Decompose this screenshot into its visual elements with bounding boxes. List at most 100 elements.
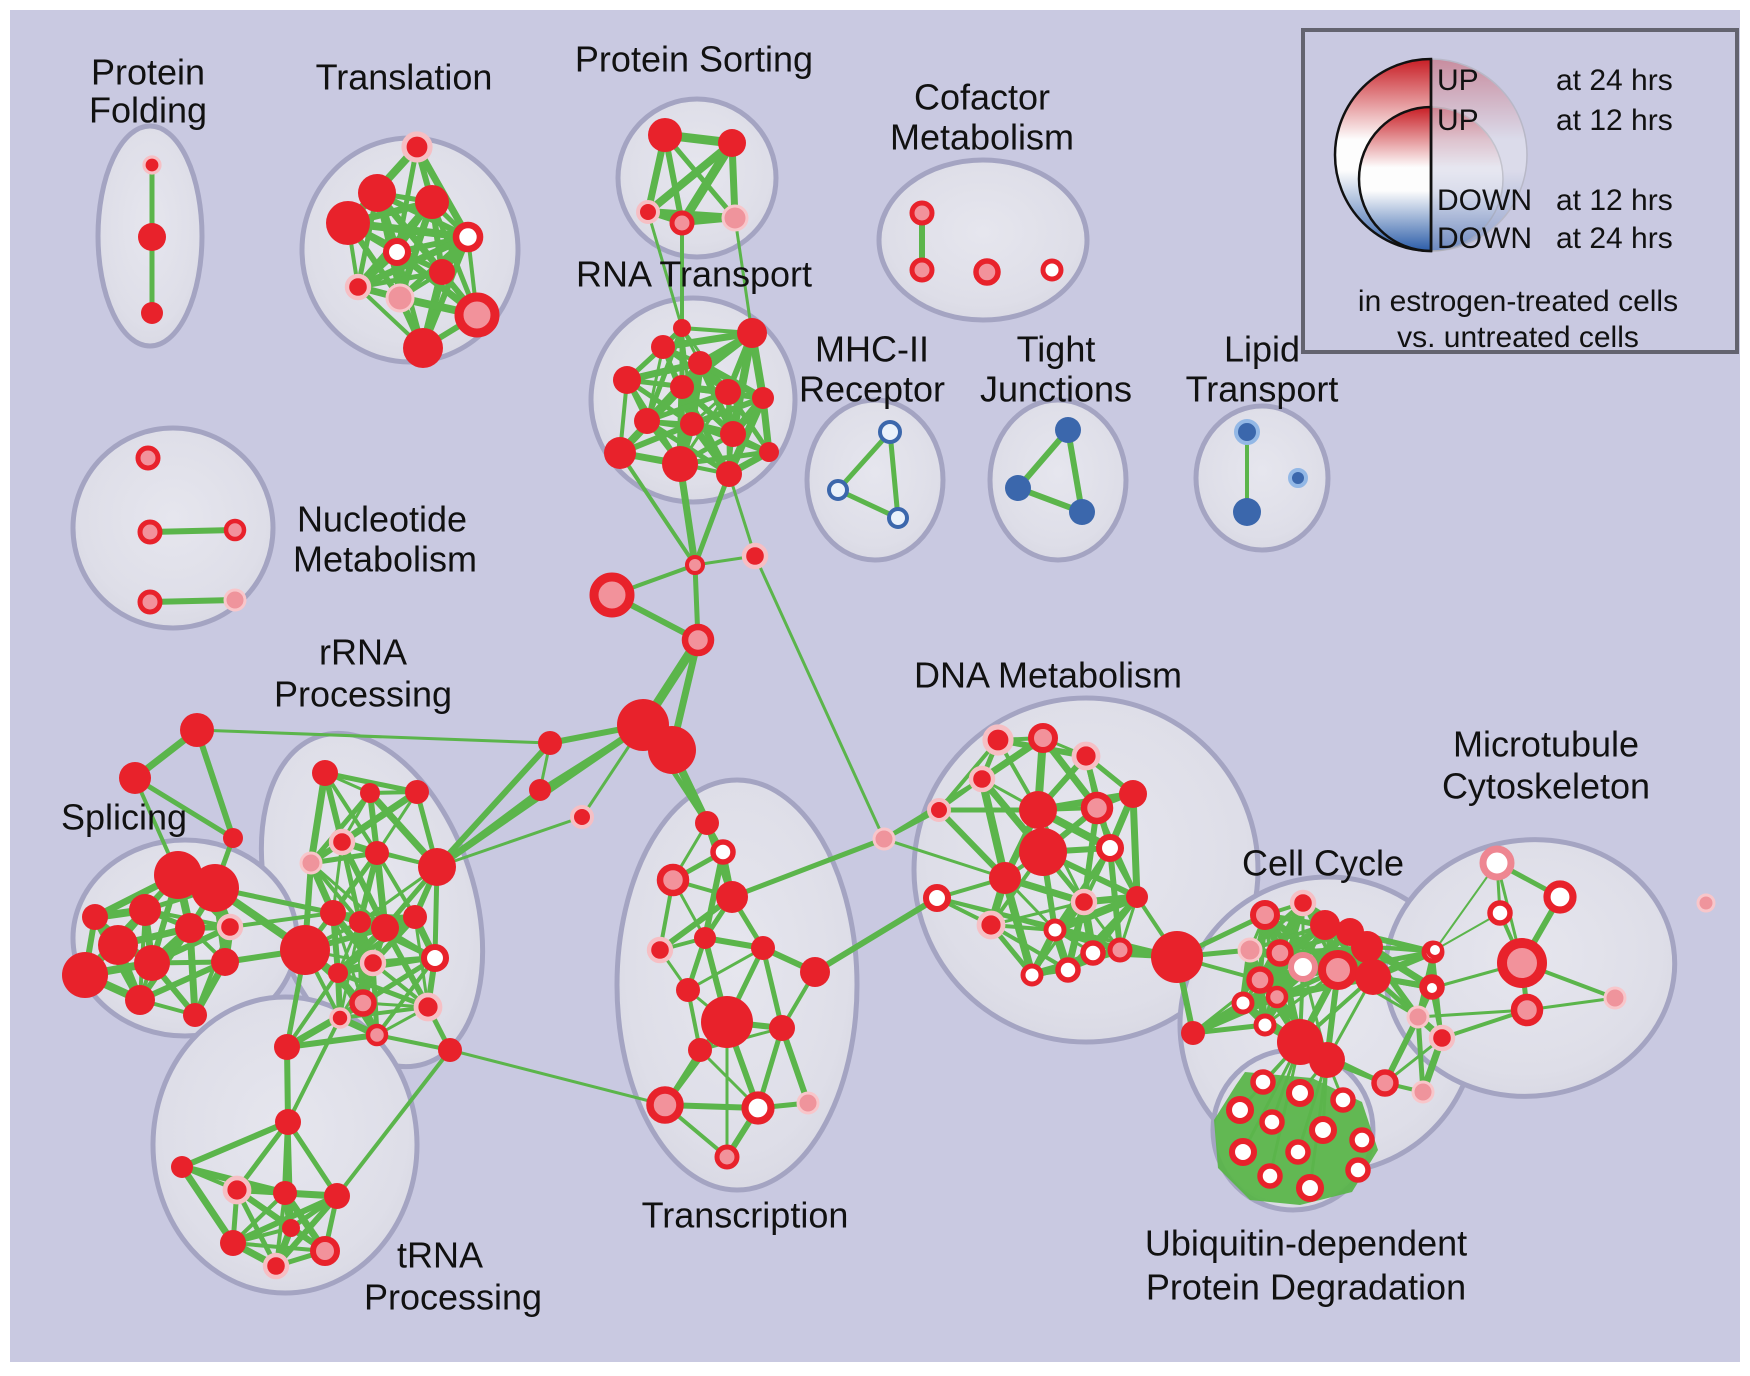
node-D12 [976,910,1006,940]
node-SP9 [211,948,239,976]
edge [978,775,1009,882]
edge [448,1048,667,1107]
node-Y21 [1371,1069,1399,1097]
node-Y16 [1309,1042,1345,1078]
edge [733,216,754,335]
node-N2 [223,518,247,542]
node-X12 [646,1086,684,1124]
edge [286,1016,342,1124]
edge [689,395,766,427]
node-RT12 [662,446,698,482]
node-X0 [695,811,719,835]
node-Y1 [1250,900,1280,930]
node-PS2 [636,200,660,224]
node-Y19 [1406,1005,1430,1029]
label-microtubule-cytoskeleton-0: Microtubule [1453,724,1639,765]
node-X1 [710,839,736,865]
node-G1 [538,731,562,755]
node-D13 [1043,918,1067,942]
edge [1190,1022,1268,1036]
node-M0 [872,827,896,851]
node-L2 [1288,468,1308,488]
edge [230,1193,340,1246]
edge [335,1048,452,1198]
node-SP6 [98,925,138,965]
edge [686,946,765,992]
node-Q2 [405,780,429,804]
edge [178,1163,237,1247]
node-MT3 [1497,938,1547,988]
node-RT5 [670,375,694,399]
node-Q13 [359,949,387,977]
node-B2 [741,542,769,570]
edge [662,132,738,221]
edge [228,911,335,929]
node-PS0 [648,118,682,152]
edge [760,945,785,1031]
legend-time-1: at 12 hrs [1556,104,1673,137]
node-X5 [694,927,716,949]
node-D5 [1119,780,1147,808]
edge [1065,427,1085,515]
node-N0 [135,445,161,471]
node-B1 [685,555,705,575]
node-K7 [262,1252,290,1280]
node-MT4 [1426,941,1444,959]
edge [1434,862,1498,951]
node-Y2 [1289,889,1317,917]
node-MT8 [1510,993,1544,1027]
cluster-nucleotide-metabolism [70,425,276,631]
node-TR9 [454,292,500,338]
node-MT2 [1487,900,1513,926]
cluster-lipid-transport [1193,403,1331,553]
node-U3 [1225,1095,1255,1125]
node-U5 [1308,1115,1338,1145]
edge [273,1193,340,1269]
label-splicing-0: Splicing [61,797,187,838]
edge [137,959,228,1003]
node-Y0 [1181,1021,1205,1045]
node-L0 [1234,419,1260,445]
cluster-mhc-ii-receptor [804,397,946,563]
node-G2 [529,779,551,801]
label-translation-0: Translation [316,57,493,98]
edge [375,790,419,855]
edge [646,210,684,330]
node-Y20 [1428,1024,1456,1052]
node-Q12 [328,963,348,983]
label-tight-junctions-1: Junctions [980,369,1132,410]
label-nucleotide-metabolism-1: Metabolism [293,539,477,580]
node-HUB2 [648,726,696,774]
node-X11 [769,1015,795,1041]
edge [179,1119,291,1170]
node-TR10 [403,328,443,368]
node-D9 [989,862,1021,894]
edge [322,770,420,795]
node-SP7 [134,945,170,981]
node-Y14 [1253,1013,1277,1037]
node-Q3 [328,828,356,856]
node-U0 [1250,1069,1276,1095]
legend-inner-left-half-icon [1357,105,1433,253]
label-rrna-processing-0: rRNA [319,632,407,673]
node-Q9 [371,914,399,942]
node-X9 [701,996,753,1048]
node-D0 [982,724,1014,756]
edge [1051,893,1141,934]
node-HH0 [878,420,902,444]
legend-footer-1: vs. untreated cells [1397,321,1639,354]
node-U7 [1228,1137,1258,1167]
node-Y22 [1411,1080,1435,1104]
node-SP3 [82,904,108,930]
node-Y6 [1310,910,1340,940]
cluster-protein-sorting [615,96,779,260]
node-D4 [927,798,951,822]
label-rrna-processing-1: Processing [274,674,452,715]
node-X8 [800,957,830,987]
node-CF0 [909,200,935,226]
node-MT1 [1543,880,1577,914]
node-N4 [223,588,247,612]
node-Y12 [1265,985,1289,1009]
label-cofactor-metabolism-0: Cofactor [914,77,1050,118]
